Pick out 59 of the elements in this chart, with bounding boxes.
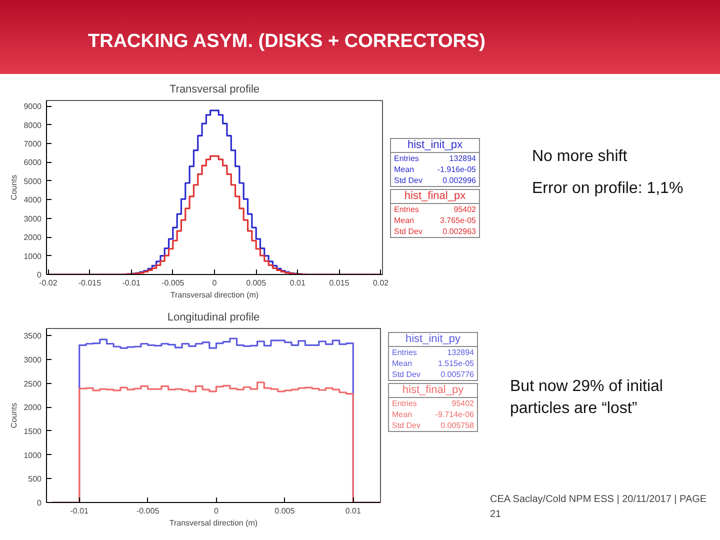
y-tick-label: 0 <box>37 270 42 280</box>
text: Entries 95402 <box>394 205 476 214</box>
y-tick-label: 8000 <box>24 120 42 130</box>
text: CEA Saclay/Cold NPM ESS | 20/11/2017 | PAGE 21 <box>490 493 708 522</box>
y-tick-label: 500 <box>28 474 42 484</box>
y-tick-label: 0 <box>37 498 42 508</box>
x-tick-label: 0.015 <box>329 278 350 288</box>
x-tick-label: -0.01 <box>122 278 141 288</box>
y-axis-title: Counts <box>10 402 19 428</box>
y-tick-label: 3000 <box>24 214 42 224</box>
x-axis-title: Transversal direction (m) <box>169 518 258 528</box>
x-axis-title: Transversal direction (m) <box>170 290 259 300</box>
y-tick-label: 5000 <box>24 176 42 186</box>
x-tick-label: 0.005 <box>274 506 296 516</box>
x-tick-label: 0.005 <box>246 278 267 288</box>
text: Mean -9.714e-06 <box>392 410 474 419</box>
text: Std Dev 0.005776 <box>392 370 474 379</box>
x-tick-label: 0.01 <box>290 278 306 288</box>
x-tick-label: -0.02 <box>39 278 58 288</box>
y-tick-label: 4000 <box>24 196 42 205</box>
y-tick-label: 1500 <box>24 426 42 436</box>
text: hist_init_py <box>389 333 477 347</box>
text: hist_final_py <box>389 384 477 398</box>
y-tick-label: 3000 <box>24 355 42 364</box>
x-tick-label: -0.015 <box>78 278 102 288</box>
text: Entries 132894 <box>394 154 476 163</box>
text: Std Dev 0.002963 <box>394 227 476 236</box>
y-tick-label: 2000 <box>24 233 42 242</box>
text: Mean 3.765e-05 <box>394 216 476 225</box>
y-tick-label: 1000 <box>24 252 42 261</box>
y-tick-label: 7000 <box>24 140 42 149</box>
text: TRACKING ASYM. (DISKS + CORRECTORS) <box>88 30 486 54</box>
text: Std Dev 0.002996 <box>394 176 476 185</box>
text: Entries 95402 <box>392 399 474 408</box>
x-tick-label: -0.01 <box>70 506 90 516</box>
chart-title: Transversal profile <box>169 84 260 96</box>
x-tick-label: 0.02 <box>373 278 390 288</box>
x-tick-label: -0.005 <box>136 506 160 516</box>
text: hist_final_px <box>391 190 479 204</box>
text: Mean -1.916e-05 <box>394 165 476 174</box>
text: Entries 132894 <box>392 348 474 357</box>
text: Std Dev 0.005758 <box>392 421 474 430</box>
y-tick-label: 1000 <box>24 450 42 460</box>
text: No more shift <box>532 147 628 167</box>
x-tick-label: 0.01 <box>345 506 362 516</box>
x-tick-label: 0 <box>214 506 220 516</box>
y-tick-label: 2500 <box>24 379 42 388</box>
text: Mean 1.515e-05 <box>392 359 474 368</box>
text: But now 29% of initial particles are “lost” <box>510 377 664 419</box>
y-tick-label: 2000 <box>24 403 42 412</box>
text: hist_init_px <box>391 139 479 153</box>
y-tick-label: 6000 <box>24 158 42 168</box>
y-tick-label: 9000 <box>24 102 42 112</box>
x-tick-label: -0.005 <box>162 278 185 288</box>
chart-title: Longitudinal profile <box>167 312 260 324</box>
y-tick-label: 3500 <box>24 332 42 341</box>
y-axis-title: Counts <box>10 174 19 200</box>
text: Error on profile: 1,1% <box>532 179 684 199</box>
x-tick-label: 0 <box>212 278 218 288</box>
